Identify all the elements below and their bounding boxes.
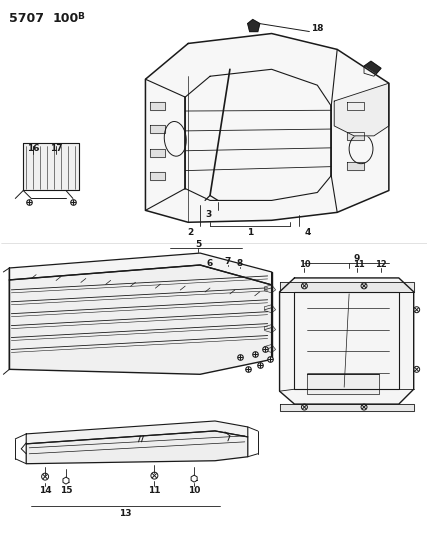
Polygon shape xyxy=(9,253,272,285)
Polygon shape xyxy=(150,102,165,110)
Text: 14: 14 xyxy=(39,486,51,495)
Text: 4: 4 xyxy=(304,228,311,237)
Polygon shape xyxy=(150,172,165,180)
Polygon shape xyxy=(279,404,414,411)
Polygon shape xyxy=(248,20,260,31)
Text: 7: 7 xyxy=(225,256,231,265)
Text: 5707: 5707 xyxy=(9,12,45,25)
Text: 10: 10 xyxy=(299,260,310,269)
Polygon shape xyxy=(26,421,248,444)
Text: 18: 18 xyxy=(311,24,324,33)
Text: B: B xyxy=(77,12,84,21)
Polygon shape xyxy=(150,149,165,157)
Text: 1: 1 xyxy=(247,228,253,237)
Polygon shape xyxy=(23,143,79,190)
Text: 15: 15 xyxy=(60,486,72,495)
Polygon shape xyxy=(307,374,379,394)
Text: 9: 9 xyxy=(354,254,360,263)
Text: 12: 12 xyxy=(375,260,387,269)
Polygon shape xyxy=(265,325,276,333)
Polygon shape xyxy=(265,305,276,313)
Polygon shape xyxy=(347,102,364,110)
Polygon shape xyxy=(279,282,414,292)
Text: 8: 8 xyxy=(237,259,243,268)
Polygon shape xyxy=(150,125,165,133)
Text: 2: 2 xyxy=(187,228,193,237)
Text: 3: 3 xyxy=(205,210,211,219)
Text: 5: 5 xyxy=(195,240,201,249)
Text: 6: 6 xyxy=(207,259,213,268)
Polygon shape xyxy=(26,431,248,464)
Polygon shape xyxy=(9,265,272,374)
Text: 17: 17 xyxy=(50,144,62,154)
Polygon shape xyxy=(364,61,381,76)
Polygon shape xyxy=(265,285,276,293)
Text: 10: 10 xyxy=(188,486,200,495)
Polygon shape xyxy=(279,278,414,404)
Polygon shape xyxy=(265,344,276,352)
Polygon shape xyxy=(334,83,389,136)
Text: 11: 11 xyxy=(353,260,365,269)
Text: 13: 13 xyxy=(119,509,132,518)
Polygon shape xyxy=(347,132,364,140)
Text: 16: 16 xyxy=(27,144,39,154)
Polygon shape xyxy=(347,161,364,169)
Text: 11: 11 xyxy=(148,486,160,495)
Text: 100: 100 xyxy=(53,12,79,25)
Polygon shape xyxy=(146,34,389,222)
